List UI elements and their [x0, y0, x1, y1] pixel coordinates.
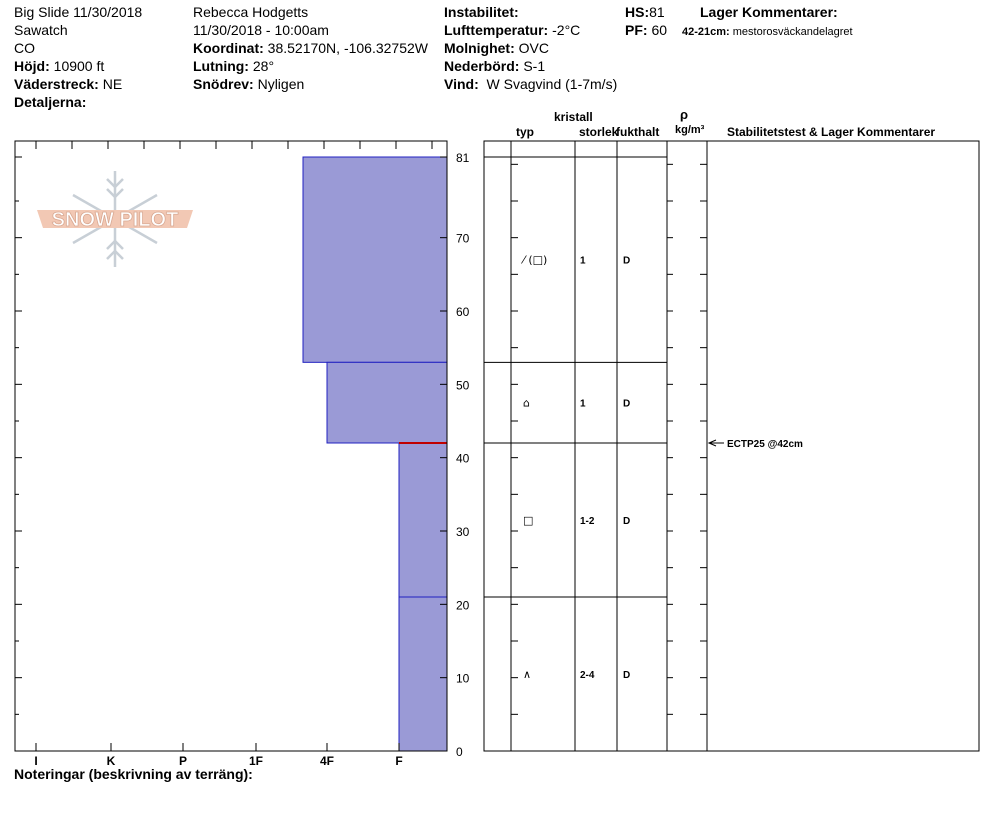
aspect-label: Väderstreck: [14, 76, 99, 92]
hardness-frame [14, 140, 448, 752]
notes-label: Noteringar (beskrivning av terräng): [14, 766, 253, 782]
hardness-label-I: I [34, 754, 37, 768]
hardness-label-P: P [179, 754, 187, 768]
density-unit-header: kg/m³ [675, 124, 705, 136]
precipitation-value: S-1 [523, 58, 546, 74]
type-header: typ [516, 125, 534, 139]
observer: Rebecca Hodgetts [193, 4, 309, 20]
aspect: Väderstreck: NE [14, 76, 122, 92]
moisture-2: D [623, 399, 630, 410]
stability-ticks [667, 163, 707, 752]
air-temp-label: Lufttemperatur: [444, 22, 549, 38]
crystal-header: kristall [554, 110, 593, 124]
hs-value: 81 [649, 4, 665, 20]
layer-comments-label: Lager Kommentarer: [700, 4, 838, 20]
pf-value: 60 [651, 22, 668, 38]
grain-type-1: ⁄ (□) [520, 254, 547, 267]
hardness-layer-4 [398, 596, 448, 752]
moisture-3: D [623, 516, 630, 527]
hardness-layer-1 [302, 156, 448, 363]
site-name: Big Slide 11/30/2018 [14, 4, 143, 20]
stability-column-frame [706, 140, 980, 752]
mountain-range: Sawatch [14, 22, 68, 38]
coordinates-label: Koordinat: [193, 40, 264, 56]
details-label: Detaljerna: [14, 94, 87, 110]
sky-cover-value: OVC [518, 40, 549, 56]
sky-cover: Molnighet: OVC [444, 40, 549, 56]
depth-tick-label-10: 10 [456, 672, 470, 686]
pf-label: PF: [625, 22, 648, 38]
hardness-axis: I K P 1F 4F F [34, 743, 403, 768]
top-ticks [35, 141, 433, 149]
elevation-value: 10900 ft [53, 58, 105, 74]
depth-tick-label-50: 50 [456, 378, 470, 392]
moisture-header: fukthalt [616, 125, 660, 139]
instability-label: Instabilitet: [444, 4, 519, 20]
layer-comment-range: 42-21cm: [682, 26, 730, 38]
density-column-frame [666, 140, 708, 752]
grain-type-3: □ [523, 514, 533, 527]
depth-tick-label-81: 81 [456, 151, 470, 165]
elevation-label: Höjd: [14, 58, 50, 74]
moisture-1: D [623, 256, 630, 267]
coordinates: Koordinat: 38.52170N, -106.32752W [193, 40, 428, 56]
grain-type-4: ∧ [523, 668, 531, 681]
elevation: Höjd: 10900 ft [14, 58, 104, 74]
depth-axis: 0 10 20 30 40 50 60 70 81 [15, 151, 470, 759]
wind-loading: Snödrev: Nyligen [193, 76, 304, 92]
depth-tick-label-0: 0 [456, 745, 463, 759]
hardness-label-K: K [107, 754, 116, 768]
wind-loading-label: Snödrev: [193, 76, 254, 92]
depth-tick-label-20: 20 [456, 598, 470, 612]
grain-size-4: 2-4 [580, 670, 595, 681]
test-label-1: ECTP25 @42cm [727, 439, 803, 450]
grain-size-3: 1-2 [580, 516, 595, 527]
air-temp-value: -2°C [552, 22, 581, 38]
aspect-value: NE [102, 76, 123, 92]
layer-comment: 42-21cm: mestorosväckandelagret [682, 24, 853, 40]
depth-tick-label-40: 40 [456, 452, 470, 466]
hardness-label-F: F [395, 754, 402, 768]
grain-size-1: 1 [580, 256, 586, 267]
wind-label: Vind: [444, 76, 479, 92]
stability-tests: ECTP25 @42cm [707, 439, 803, 450]
wind: Vind: W Svagvind (1-7m/s) [444, 76, 617, 92]
depth-tick-label-30: 30 [456, 525, 470, 539]
precipitation-label: Nederbörd: [444, 58, 520, 74]
grain-type-2: ⌂ [523, 397, 530, 410]
hardness-layer-2 [326, 361, 448, 444]
moisture-4: D [623, 670, 630, 681]
grain-size-2: 1 [580, 399, 586, 410]
coordinates-value: 38.52170N, -106.32752W [267, 40, 428, 56]
layer-comment-text: mestorosväckandelagret [732, 26, 853, 38]
size-header: storlek [579, 125, 619, 139]
slope-label: Lutning: [193, 58, 249, 74]
hardness-layer-3 [398, 442, 448, 598]
density-rho-header: ρ [680, 107, 689, 122]
wind-loading-value: Nyligen [257, 76, 305, 92]
stability-header: Stabilitetstest & Lager Kommentarer [727, 125, 936, 139]
slope: Lutning: 28° [193, 58, 274, 74]
test-arrow-head-1 [707, 439, 717, 447]
snowpilot-logo: SNOW PILOT [37, 171, 193, 267]
crystal-rows: ⁄ (□) 1 D ⌂ 1 D □ 1-2 D ∧ 2-4 D [484, 156, 667, 752]
hardness-label-4F: 4F [320, 754, 334, 768]
state: CO [14, 40, 35, 56]
depth-tick-label-60: 60 [456, 305, 470, 319]
hardness-layers [302, 156, 448, 752]
logo-text: SNOW PILOT [52, 209, 179, 231]
hs-label: HS: [625, 4, 650, 20]
depth-tick-label-70: 70 [456, 232, 470, 246]
hardness-label-1F: 1F [249, 754, 263, 768]
precipitation: Nederbörd: S-1 [444, 58, 545, 74]
wind-value: W Svagvind (1-7m/s) [486, 76, 618, 92]
slope-value: 28° [252, 58, 275, 74]
penetration: PF: 60 [625, 22, 667, 38]
datetime: 11/30/2018 - 10:00am [193, 22, 329, 38]
sky-cover-label: Molnighet: [444, 40, 515, 56]
snow-height: HS:81 [625, 4, 665, 20]
air-temp: Lufttemperatur: -2°C [444, 22, 580, 38]
